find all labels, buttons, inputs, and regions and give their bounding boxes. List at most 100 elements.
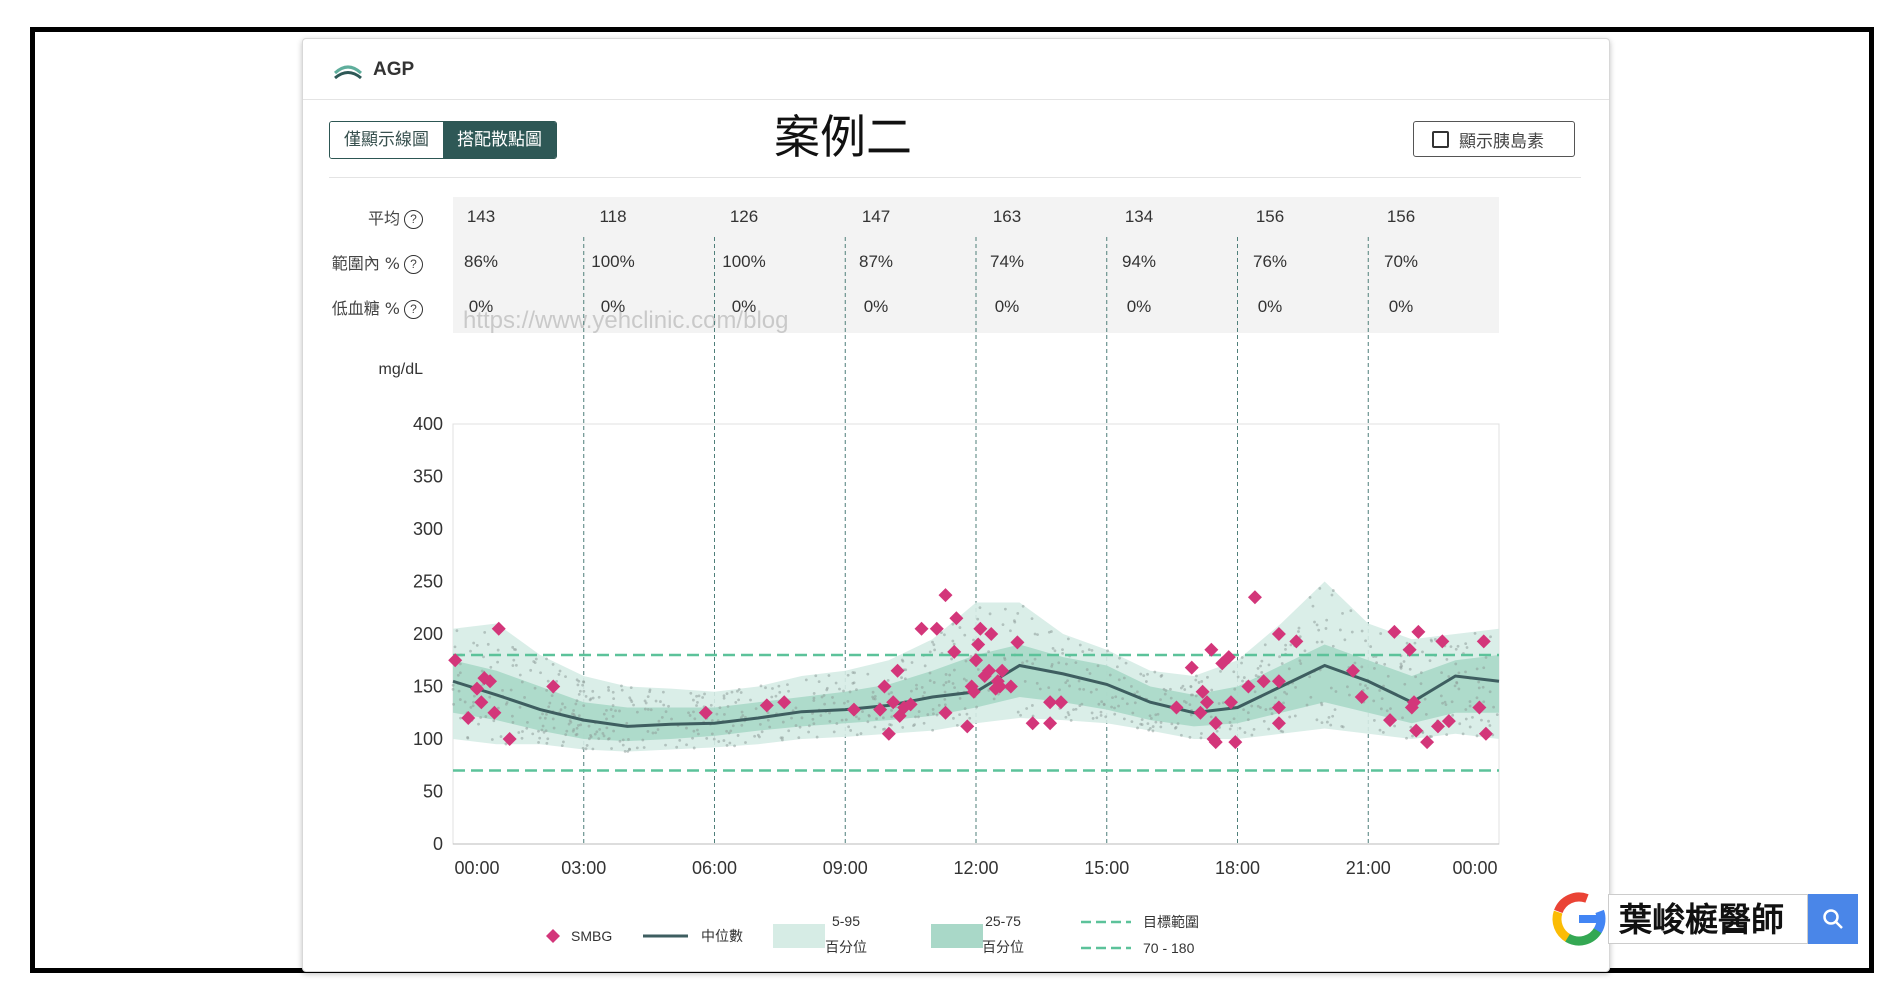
x-tick-label: 21:00 — [1346, 858, 1391, 878]
cgm-dot — [1064, 681, 1068, 685]
show-insulin-toggle[interactable]: 顯示胰島素 — [1413, 121, 1575, 157]
search-box-text[interactable]: 葉峻榳醫師 — [1608, 894, 1808, 944]
y-tick-label: 300 — [413, 519, 443, 539]
cgm-dot — [532, 660, 536, 663]
cgm-dot — [589, 733, 592, 737]
smbg-point — [973, 621, 988, 636]
cgm-dot — [585, 744, 589, 747]
cgm-dot — [1364, 639, 1367, 643]
cgm-dot — [1236, 675, 1240, 679]
cgm-dot — [794, 724, 798, 727]
cgm-dot — [965, 712, 969, 716]
cgm-dot — [625, 721, 629, 725]
smbg-point — [1271, 627, 1286, 641]
legend-25-75-sublabel: 百分位 — [982, 939, 1024, 955]
cgm-dot — [948, 673, 952, 677]
cgm-dot — [1102, 702, 1106, 706]
cgm-dot — [582, 689, 586, 693]
cgm-dot — [1061, 651, 1065, 655]
cgm-dot — [607, 688, 611, 692]
cgm-dot — [1065, 662, 1068, 666]
cgm-dot — [935, 713, 939, 717]
cgm-dot — [1423, 697, 1427, 701]
cgm-dot — [1074, 661, 1078, 665]
cgm-dot — [692, 710, 695, 714]
cgm-dot — [1495, 713, 1499, 717]
cgm-dot — [691, 698, 695, 702]
cgm-dot — [1289, 643, 1293, 647]
cgm-dot — [1262, 719, 1266, 723]
stat-value: 100% — [722, 252, 766, 271]
cgm-dot — [546, 679, 550, 683]
cgm-dot — [1074, 707, 1078, 711]
cgm-dot — [541, 712, 544, 716]
cgm-dot — [718, 706, 722, 710]
cgm-dot — [675, 745, 679, 749]
cgm-dot — [593, 732, 597, 736]
checkbox-icon[interactable] — [1432, 130, 1449, 148]
x-tick-label: 09:00 — [823, 858, 868, 878]
cgm-dot — [722, 739, 726, 742]
cgm-dot — [875, 717, 878, 721]
cgm-dot — [1482, 666, 1486, 670]
cgm-dot — [1349, 609, 1353, 613]
cgm-dot — [1111, 696, 1114, 700]
cgm-dot — [1461, 732, 1465, 736]
tab-with-scatter[interactable]: 搭配散點圖 — [443, 122, 556, 158]
cgm-dot — [923, 691, 926, 694]
cgm-dot — [479, 716, 483, 719]
cgm-dot — [1393, 724, 1397, 728]
cgm-dot — [1343, 638, 1347, 642]
cgm-dot — [937, 703, 941, 707]
cgm-dot — [523, 696, 526, 699]
cgm-dot — [649, 708, 653, 712]
cgm-dot — [605, 717, 608, 721]
cgm-dot — [1219, 669, 1222, 673]
cgm-dot — [646, 695, 650, 699]
smbg-point — [1010, 635, 1025, 650]
cgm-dot — [696, 701, 699, 704]
cgm-dot — [942, 683, 946, 687]
cgm-dot — [943, 690, 947, 694]
tab-line-only[interactable]: 僅顯示線圖 — [330, 122, 443, 158]
cgm-dot — [828, 719, 832, 723]
cgm-dot — [581, 683, 585, 687]
cgm-dot — [1095, 688, 1098, 691]
cgm-dot — [744, 741, 747, 744]
cgm-dot — [510, 714, 514, 718]
show-insulin-label: 顯示胰島素 — [1459, 131, 1544, 152]
cgm-dot — [632, 703, 635, 707]
cgm-dot — [771, 687, 774, 690]
cgm-dot — [1066, 711, 1070, 714]
question-circle-icon[interactable]: ? — [404, 255, 423, 274]
cgm-dot — [558, 669, 562, 673]
legend-25-75-swatch — [931, 924, 983, 948]
question-circle-icon[interactable]: ? — [404, 300, 423, 319]
x-tick-label: 03:00 — [561, 858, 606, 878]
search-button[interactable] — [1808, 894, 1858, 944]
cgm-dot — [831, 696, 834, 699]
agp-logo-icon — [333, 65, 363, 80]
cgm-dot — [730, 690, 734, 694]
cgm-dot — [814, 674, 818, 678]
cgm-dot — [1481, 685, 1485, 689]
cgm-dot — [931, 728, 935, 732]
cgm-dot — [1072, 708, 1075, 712]
y-tick-label: 150 — [413, 677, 443, 697]
cgm-dot — [920, 685, 924, 689]
cgm-dot — [626, 749, 630, 753]
cgm-dot — [1285, 692, 1289, 696]
cgm-dot — [1033, 632, 1037, 636]
cgm-dot — [1162, 687, 1166, 691]
cgm-dot — [913, 723, 916, 727]
smbg-point — [1003, 679, 1018, 694]
cgm-dot — [797, 736, 801, 740]
cgm-dot — [1294, 685, 1297, 689]
question-circle-icon[interactable]: ? — [404, 210, 423, 229]
cgm-dot — [501, 689, 504, 692]
google-search-widget[interactable]: 葉峻榳醫師 — [1550, 890, 1858, 948]
cgm-dot — [717, 740, 721, 743]
cgm-dot — [1189, 685, 1193, 689]
legend-target-label: 目標範圍 — [1143, 914, 1199, 930]
cgm-dot — [1468, 725, 1472, 729]
